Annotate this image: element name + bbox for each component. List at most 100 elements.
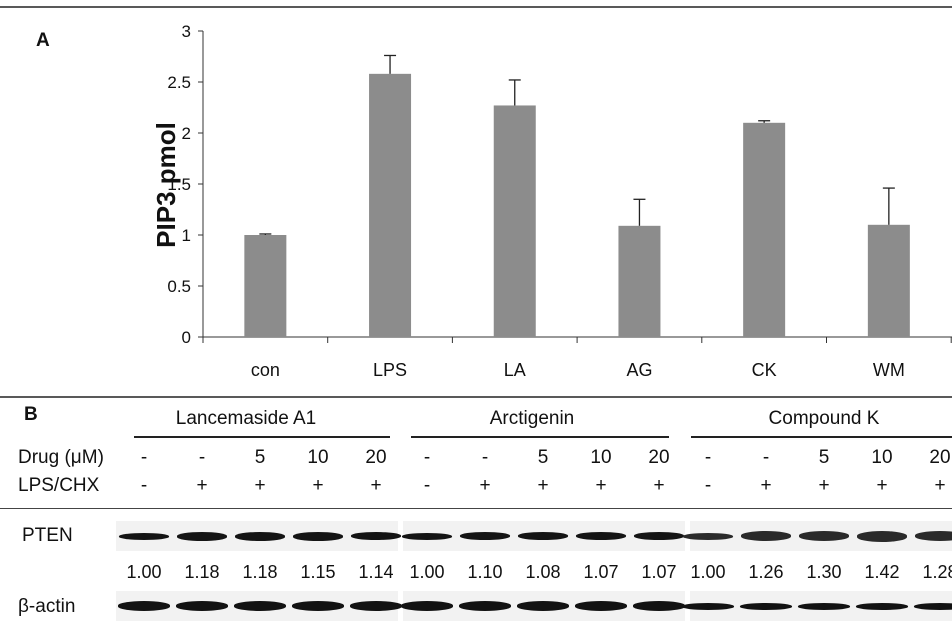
pten-band bbox=[857, 530, 907, 542]
lps-chx-cell: + bbox=[196, 475, 208, 496]
drug-dose-cell: 20 bbox=[648, 447, 670, 468]
x-tick-label: LPS bbox=[373, 360, 407, 380]
pten-band bbox=[915, 531, 952, 541]
pten-band bbox=[119, 532, 169, 540]
group-underline-compound-k bbox=[691, 436, 952, 438]
lps-chx-cell: + bbox=[934, 475, 946, 496]
pten-densitometry-value: 1.00 bbox=[690, 562, 726, 582]
bar-chart-pip3: A PIP3 pmol 0 0.5 1 1.5 2 2.5 3 con LPS LA AG CK WM bbox=[0, 6, 952, 398]
bar-con bbox=[244, 235, 287, 337]
drug-dose-cell: 5 bbox=[537, 447, 549, 468]
bar-ag bbox=[618, 225, 661, 337]
beta-actin-band bbox=[350, 601, 402, 611]
pten-band bbox=[235, 531, 285, 541]
group-name-compound-k: Compound K bbox=[768, 408, 880, 429]
group-underline-lancemaside bbox=[134, 436, 390, 438]
beta-actin-band bbox=[176, 601, 228, 611]
x-tick-label: CK bbox=[752, 360, 777, 380]
row-label-lps-chx: LPS/CHX bbox=[18, 475, 100, 496]
pten-band bbox=[402, 532, 452, 540]
lps-chx-cell: + bbox=[595, 475, 607, 496]
pten-band bbox=[634, 532, 684, 540]
lps-chx-cell: + bbox=[760, 475, 772, 496]
y-tick-label: 0 bbox=[182, 328, 191, 347]
beta-actin-band bbox=[682, 603, 734, 610]
pten-densitometry-value: 1.26 bbox=[748, 562, 784, 582]
beta-actin-band bbox=[118, 601, 170, 611]
pten-densitometry-value: 1.00 bbox=[126, 562, 162, 582]
beta-actin-band bbox=[914, 603, 952, 610]
western-blot-panel: B Lancemaside A1 Arctigenin Compound K D… bbox=[0, 398, 952, 627]
pten-densitometry-value: 1.08 bbox=[525, 562, 561, 582]
bar-ck bbox=[743, 122, 786, 337]
drug-dose-cell: 5 bbox=[818, 447, 830, 468]
pten-band bbox=[799, 531, 849, 541]
drug-dose-cell: - bbox=[140, 447, 148, 468]
group-underline-arctigenin bbox=[411, 436, 669, 438]
pten-densitometry-value: 1.10 bbox=[467, 562, 503, 582]
beta-actin-band bbox=[401, 601, 453, 611]
beta-actin-band bbox=[459, 601, 511, 611]
drug-dose-cell: - bbox=[704, 447, 712, 468]
row-label-beta-actin: β-actin bbox=[18, 596, 76, 617]
beta-actin-band bbox=[856, 603, 908, 610]
drug-dose-cell: - bbox=[481, 447, 489, 468]
drug-dose-cell: 10 bbox=[871, 447, 893, 468]
lps-chx-cell: + bbox=[653, 475, 665, 496]
y-tick-label: 1.5 bbox=[167, 175, 191, 194]
pten-band bbox=[351, 532, 401, 540]
lps-chx-cell: + bbox=[370, 475, 382, 496]
y-tick-label: 2.5 bbox=[167, 73, 191, 92]
group-name-lancemaside: Lancemaside A1 bbox=[175, 408, 317, 429]
drug-dose-cell: 20 bbox=[365, 447, 387, 468]
lps-chx-cell: - bbox=[704, 475, 712, 496]
pten-band bbox=[293, 531, 343, 541]
pten-band bbox=[576, 532, 626, 540]
chart-plot-area: 0 0.5 1 1.5 2 2.5 3 con LPS LA AG CK WM bbox=[167, 22, 952, 380]
lps-chx-cell: + bbox=[312, 475, 324, 496]
pten-densitometry-value: 1.07 bbox=[641, 562, 677, 582]
x-tick-label: con bbox=[251, 360, 280, 380]
bar-la bbox=[493, 105, 536, 338]
drug-dose-cell: - bbox=[423, 447, 431, 468]
beta-actin-band bbox=[234, 601, 286, 611]
y-tick-label: 2 bbox=[182, 124, 191, 143]
beta-actin-band bbox=[575, 601, 627, 611]
pten-densitometry-value: 1.00 bbox=[409, 562, 445, 582]
x-tick-label: AG bbox=[626, 360, 652, 380]
beta-actin-band bbox=[633, 601, 685, 611]
x-tick-label: WM bbox=[873, 360, 905, 380]
lps-chx-cell: + bbox=[818, 475, 830, 496]
drug-dose-cell: 20 bbox=[929, 447, 951, 468]
pten-densitometry-value: 1.18 bbox=[184, 562, 220, 582]
pten-band bbox=[518, 532, 568, 540]
blot-divider-line bbox=[0, 508, 952, 509]
drug-dose-cell: 10 bbox=[307, 447, 329, 468]
lps-chx-cell: + bbox=[537, 475, 549, 496]
y-tick-label: 1 bbox=[182, 226, 191, 245]
beta-actin-band bbox=[292, 601, 344, 611]
drug-dose-cell: - bbox=[198, 447, 206, 468]
drug-dose-cell: 10 bbox=[590, 447, 612, 468]
bar-wm bbox=[867, 224, 910, 337]
beta-actin-band bbox=[798, 603, 850, 610]
row-label-pten: PTEN bbox=[22, 525, 73, 546]
pten-densitometry-value: 1.07 bbox=[583, 562, 619, 582]
row-label-drug: Drug (μM) bbox=[18, 447, 104, 468]
y-tick-label: 0.5 bbox=[167, 277, 191, 296]
group-name-arctigenin: Arctigenin bbox=[489, 408, 575, 429]
panel-b-label: B bbox=[24, 404, 38, 425]
beta-actin-band bbox=[740, 603, 792, 610]
pten-densitometry-value: 1.18 bbox=[242, 562, 278, 582]
y-tick-label: 3 bbox=[182, 22, 191, 41]
lps-chx-cell: - bbox=[140, 475, 148, 496]
lps-chx-cell: - bbox=[423, 475, 431, 496]
pten-band bbox=[741, 531, 791, 541]
panel-a-label: A bbox=[36, 30, 50, 51]
pten-band bbox=[683, 532, 733, 540]
lps-chx-cell: + bbox=[876, 475, 888, 496]
pten-densitometry-value: 1.30 bbox=[806, 562, 842, 582]
drug-dose-cell: - bbox=[762, 447, 770, 468]
lps-chx-cell: + bbox=[254, 475, 266, 496]
pten-band bbox=[460, 532, 510, 540]
